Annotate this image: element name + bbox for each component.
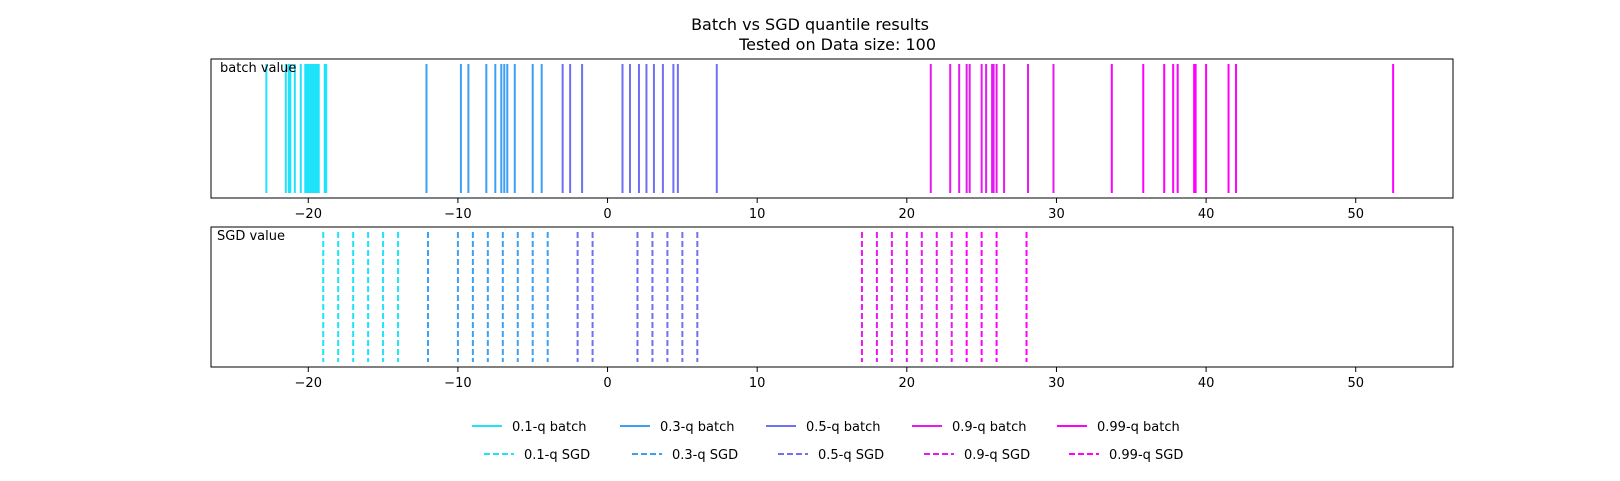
x-tick-label: 40 xyxy=(1198,376,1215,391)
x-tick-label: 20 xyxy=(899,376,916,391)
legend-item: 0.99-q SGD xyxy=(1069,448,1183,463)
legend-item: 0.5-q batch xyxy=(766,420,880,435)
sgd-panel-frame xyxy=(210,226,1454,368)
chart-title-line1: Batch vs SGD quantile results xyxy=(691,15,929,34)
x-tick-label: 50 xyxy=(1347,207,1364,222)
legend-label: 0.3-q SGD xyxy=(672,448,738,463)
legend-item: 0.3-q batch xyxy=(620,420,734,435)
batch-panel-label: batch value xyxy=(220,61,296,76)
x-tick-label: 0 xyxy=(603,376,611,391)
x-tick-label: 10 xyxy=(749,207,766,222)
legend-label: 0.5-q batch xyxy=(806,420,880,435)
x-tick-label: −10 xyxy=(444,376,471,391)
legend-item: 0.1-q batch xyxy=(472,420,586,435)
x-tick-label: 30 xyxy=(1048,207,1065,222)
x-tick-label: 30 xyxy=(1048,376,1065,391)
legend-label: 0.99-q SGD xyxy=(1109,448,1183,463)
legend-item: 0.99-q batch xyxy=(1057,420,1180,435)
x-tick-label: −20 xyxy=(295,376,322,391)
x-tick-label: −20 xyxy=(295,207,322,222)
chart-title-line2: Tested on Data size: 100 xyxy=(738,35,936,54)
x-tick-label: −10 xyxy=(444,207,471,222)
legend-item: 0.5-q SGD xyxy=(778,448,884,463)
legend-label: 0.9-q batch xyxy=(952,420,1026,435)
x-tick-label: 20 xyxy=(899,207,916,222)
legend-label: 0.5-q SGD xyxy=(818,448,884,463)
legend-label: 0.9-q SGD xyxy=(964,448,1030,463)
x-tick-label: 50 xyxy=(1347,376,1364,391)
x-tick-label: 0 xyxy=(603,207,611,222)
legend-item: 0.1-q SGD xyxy=(484,448,590,463)
x-tick-label: 10 xyxy=(749,376,766,391)
batch-panel-frame xyxy=(210,58,1454,199)
sgd-panel-label: SGD value xyxy=(217,229,285,244)
legend-label: 0.3-q batch xyxy=(660,420,734,435)
sgd-panel: SGD value −20 −10 0 10 20 30 40 50 xyxy=(210,226,1454,391)
chart-legend: 0.1-q batch 0.3-q batch 0.5-q batch 0.9-q b… xyxy=(472,420,1183,463)
x-tick-label: 40 xyxy=(1198,207,1215,222)
legend-label: 0.1-q SGD xyxy=(524,448,590,463)
batch-panel: batch value −20 −10 0 10 20 30 40 50 xyxy=(210,58,1454,222)
legend-label: 0.99-q batch xyxy=(1097,420,1180,435)
legend-label: 0.1-q batch xyxy=(512,420,586,435)
legend-item: 0.3-q SGD xyxy=(632,448,738,463)
legend-item: 0.9-q batch xyxy=(912,420,1026,435)
legend-item: 0.9-q SGD xyxy=(924,448,1030,463)
